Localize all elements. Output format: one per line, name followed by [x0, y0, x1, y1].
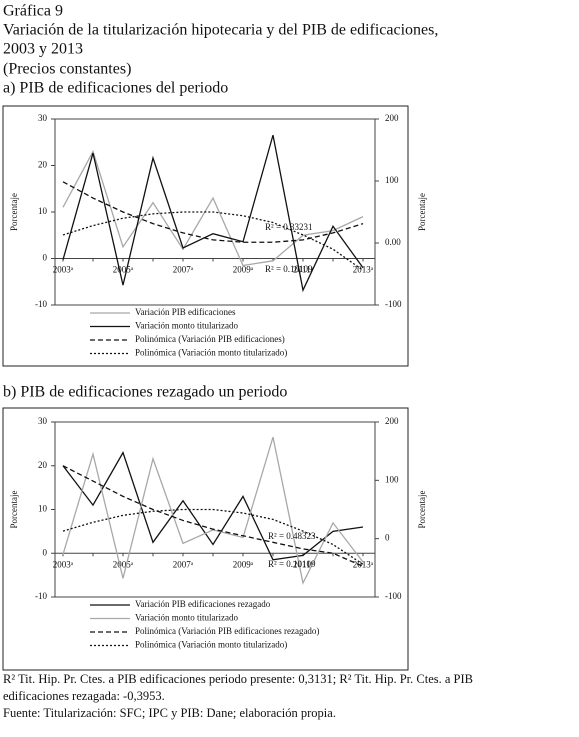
series-line [62, 451, 364, 561]
series-line [62, 134, 364, 293]
legend-label: Polinómica (Variación monto titularizado… [135, 348, 287, 358]
x-tick-label: 2013ᵃ [353, 265, 374, 275]
series-line [62, 508, 364, 565]
y-tick-label: -10 [35, 591, 47, 601]
y2-tick-label: 200 [385, 416, 399, 426]
x-tick-label: 2013ᵃ [353, 559, 374, 569]
x-tick-label: 2011ᵃ [293, 265, 314, 275]
series-line [62, 436, 364, 585]
series-line [62, 465, 364, 567]
x-tick-label: 2005ᵃ [113, 559, 134, 569]
chart-title: a) PIB de edificaciones del periodo [3, 80, 228, 97]
chart-title: b) PIB de edificaciones rezagado un peri… [3, 384, 287, 401]
y-tick-label: 10 [38, 504, 48, 514]
y-tick-label: 30 [38, 113, 48, 123]
y2-tick-label: 0.00 [385, 237, 401, 247]
x-tick-label: 2003ᵃ [53, 265, 74, 275]
legend-label: Variación monto titularizado [135, 321, 238, 331]
note: R² Tit. Hip. Pr. Ctes. a PIB edificacion… [3, 672, 473, 686]
plot-area [54, 421, 376, 598]
y-tick-label: -10 [35, 299, 47, 309]
y2-axis-label: Porcentaje [417, 491, 427, 529]
x-tick-label: 2009ᵃ [233, 559, 254, 569]
y-tick-label: 30 [38, 416, 48, 426]
header-line: Variación de la titularización hipotecar… [3, 22, 438, 39]
header-line: Gráfica 9 [3, 3, 63, 20]
annotation: R² = 0.10109 [268, 559, 316, 569]
y2-axis-label: Porcentaje [417, 193, 427, 231]
x-tick-label: 2009ᵃ [233, 265, 254, 275]
x-tick-label: 2005ᵃ [113, 265, 134, 275]
note: edificaciones rezagada: -0,3953. [3, 689, 165, 703]
y2-tick-label: -100 [385, 299, 402, 309]
series-line [62, 211, 364, 271]
header-line: (Precios constantes) [3, 61, 131, 78]
y2-tick-label: 100 [385, 474, 399, 484]
series-line [62, 181, 364, 243]
y-tick-label: 0 [43, 547, 48, 557]
annotation: R² = 0.10109 [265, 264, 313, 274]
legend-label: Polinómica (Variación PIB edificaciones … [135, 626, 319, 636]
note: Fuente: Titularización: SFC; IPC y PIB: … [3, 706, 336, 720]
y-tick-label: 20 [38, 160, 48, 170]
x-tick-label: 2003ᵃ [53, 559, 74, 569]
y-axis-label: Porcentaje [9, 491, 19, 529]
y2-tick-label: -100 [385, 591, 402, 601]
annotation: R² = 0.33231 [265, 222, 313, 232]
y-tick-label: 20 [38, 460, 48, 470]
plot-area [54, 118, 376, 306]
header-line: 2003 y 2013 [3, 41, 83, 58]
legend-label: Variación monto titularizado [135, 613, 238, 623]
legend-label: Polinómica (Variación PIB edificaciones) [135, 334, 285, 344]
y2-tick-label: 0 [385, 533, 390, 543]
y2-tick-label: 200 [385, 113, 399, 123]
x-tick-label: 2007ᵃ [173, 559, 194, 569]
chart-frame [2, 105, 409, 367]
y2-tick-label: 100 [385, 175, 399, 185]
y-tick-label: 0 [43, 253, 48, 263]
y-axis-label: Porcentaje [9, 193, 19, 231]
annotation: R² = 0.48323 [268, 531, 316, 541]
y-tick-label: 10 [38, 206, 48, 216]
series-line [62, 149, 364, 267]
chart-frame [2, 407, 409, 671]
legend-label: Variación PIB edificaciones rezagado [135, 599, 271, 609]
legend-label: Variación PIB edificaciones [135, 307, 236, 317]
legend-label: Polinómica (Variación monto titularizado… [135, 640, 287, 650]
x-tick-label: 2007ᵃ [173, 265, 194, 275]
x-tick-label: 2011ᵃ [293, 559, 314, 569]
